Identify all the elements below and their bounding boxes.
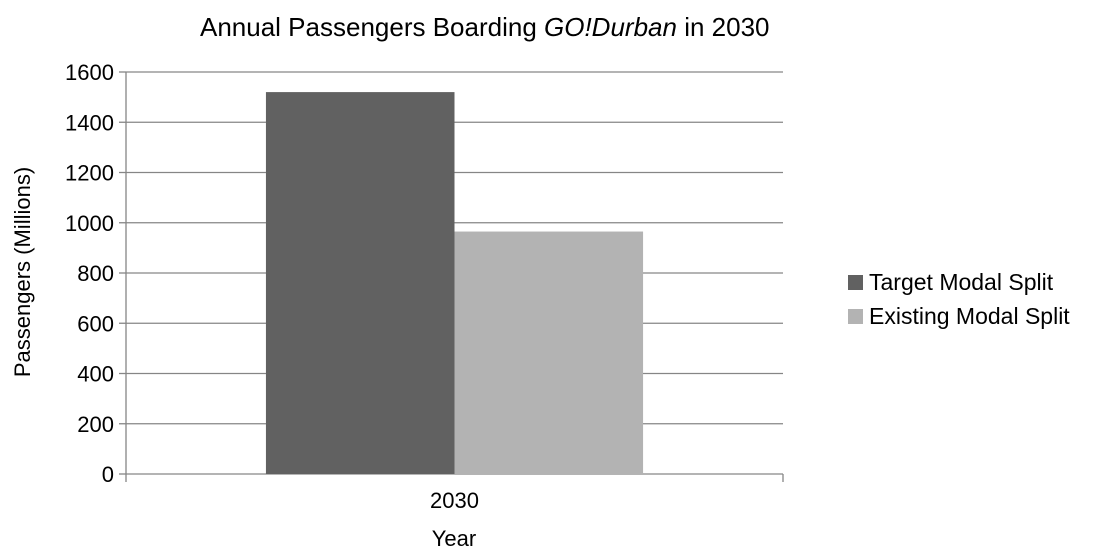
y-tick-label: 1400: [65, 110, 114, 135]
bar-target-modal-split-2030: [265, 92, 455, 474]
x-axis-label: Year: [432, 526, 476, 551]
y-tick-label: 600: [77, 311, 114, 336]
legend-item: Existing Modal Split: [848, 299, 1070, 333]
legend-label: Existing Modal Split: [869, 302, 1070, 329]
legend-swatch: [848, 308, 863, 324]
legend-label: Target Modal Split: [869, 268, 1054, 295]
tick-labels: 0 200 400 600 800 1000 1200 1400 1600 2030: [65, 60, 479, 513]
y-tick-label: 800: [77, 261, 114, 286]
bars: [265, 92, 644, 474]
y-tick-label: 1000: [65, 211, 114, 236]
y-tick-label: 1200: [65, 161, 114, 186]
chart-title-prefix: Annual Passengers Boarding: [200, 12, 545, 42]
y-tick-label: 400: [77, 362, 114, 387]
legend: Target Modal Split Existing Modal Split: [848, 265, 1070, 333]
chart-title-italic: GO!Durban: [544, 12, 677, 42]
y-tick-label: 200: [77, 412, 114, 437]
legend-swatch: [848, 274, 863, 290]
legend-item: Target Modal Split: [848, 265, 1070, 299]
y-tick-label: 1600: [65, 60, 114, 85]
y-tick-label: 0: [102, 462, 114, 487]
chart-title-suffix: in 2030: [676, 12, 770, 42]
axes: [119, 71, 784, 482]
x-tick-label: 2030: [430, 488, 479, 513]
y-axis-label: Passengers (Millions): [10, 167, 35, 377]
bar-existing-modal-split-2030: [454, 231, 644, 474]
